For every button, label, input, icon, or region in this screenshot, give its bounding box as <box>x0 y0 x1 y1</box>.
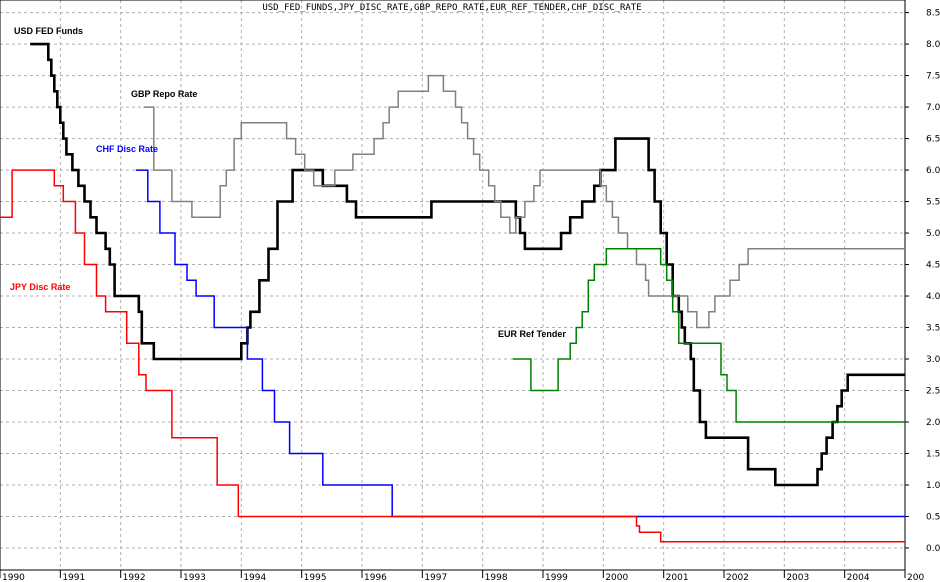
x-tick-label: 1995 <box>304 573 327 582</box>
x-tick-label: 1990 <box>2 573 25 582</box>
x-tick-label: 1999 <box>545 573 568 582</box>
y-tick-label: 2.0 <box>926 418 940 428</box>
series-line-chf-disc-rate <box>135 169 905 518</box>
x-tick-label: 2003 <box>786 573 809 582</box>
y-tick-label: 5.0 <box>926 229 940 239</box>
y-tick-label: 4.0 <box>926 292 940 302</box>
series-label-eur: EUR Ref Tender <box>498 329 566 339</box>
y-tick-label: 8.0 <box>926 40 940 50</box>
x-tick-label: 200 <box>907 573 924 582</box>
y-tick-label: 6.5 <box>926 135 940 145</box>
y-axis: 0.0 0.5 1.0 1.5 2.0 2.5 3.0 3.5 4.0 4.5 5.0 5.5 6.0 6… <box>905 9 940 554</box>
series-lines <box>0 42 905 543</box>
x-tick-label: 1991 <box>62 573 85 582</box>
y-tick-label: 0.0 <box>926 544 940 554</box>
y-tick-label: 6.0 <box>926 166 940 176</box>
x-tick-label: 2004 <box>847 573 870 582</box>
y-tick-label: 7.5 <box>926 72 940 82</box>
y-tick-label: 1.0 <box>926 481 940 491</box>
series-line-jpy-disc-rate <box>0 169 905 543</box>
y-tick-label: 4.5 <box>926 261 940 271</box>
x-tick-label: 2001 <box>666 573 689 582</box>
series-label-gbp: GBP Repo Rate <box>131 89 197 99</box>
grid-lines <box>0 0 906 570</box>
x-tick-label: 1998 <box>485 573 508 582</box>
y-tick-label: 7.0 <box>926 103 940 113</box>
series-label-usd: USD FED Funds <box>14 26 83 36</box>
y-tick-label: 2.5 <box>926 386 940 396</box>
x-axis: 1990 1991 1992 1993 1994 1995 1996 1997 1998 1999… <box>0 570 924 582</box>
chart-title: USD_FED_FUNDS,JPY_DISC_RATE,GBP_REPO_RAT… <box>262 3 641 13</box>
y-tick-label: 0.5 <box>926 512 940 522</box>
x-tick-label: 1994 <box>243 573 266 582</box>
y-tick-label: 3.0 <box>926 355 940 365</box>
plot-frame <box>0 0 906 571</box>
x-tick-label: 1996 <box>364 573 387 582</box>
x-tick-label: 1992 <box>123 573 146 582</box>
x-tick-label: 1993 <box>183 573 206 582</box>
y-tick-label: 1.5 <box>926 449 940 459</box>
x-tick-label: 2000 <box>605 573 628 582</box>
x-tick-label: 2002 <box>726 573 749 582</box>
y-tick-label: 8.5 <box>926 9 940 19</box>
series-label-jpy: JPY Disc Rate <box>10 282 70 292</box>
series-line-eur-ref-tender <box>512 248 905 423</box>
series-line-usd-fed-funds <box>30 42 905 487</box>
series-line-gbp-repo-rate <box>143 74 905 329</box>
series-label-chf: CHF Disc Rate <box>96 144 158 154</box>
x-tick-label: 1997 <box>424 573 447 582</box>
y-tick-label: 3.5 <box>926 324 940 334</box>
y-tick-label: 5.5 <box>926 198 940 208</box>
